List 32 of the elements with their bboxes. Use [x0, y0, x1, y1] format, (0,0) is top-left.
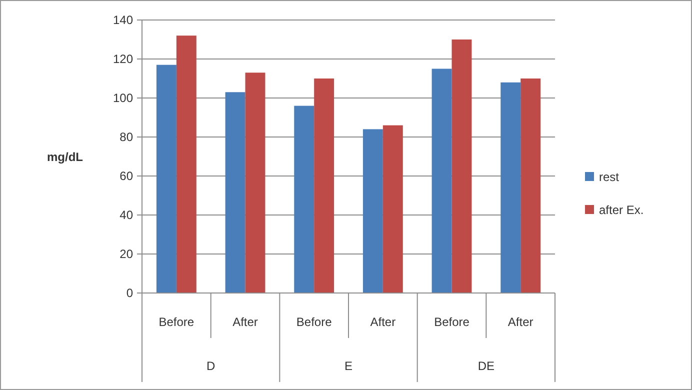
- x-tick-label: Before: [158, 315, 194, 330]
- y-tick-label: 140: [112, 13, 134, 28]
- y-tick-label: 80: [120, 130, 134, 144]
- y-tick-label: 120: [112, 52, 134, 66]
- text: DE: [478, 359, 495, 374]
- bar: [500, 82, 521, 293]
- x-tick-label: After: [232, 315, 258, 330]
- bar: [294, 106, 314, 293]
- y-tick-label: 60: [120, 169, 134, 184]
- y-tick-label: 100: [112, 91, 134, 106]
- text: D: [206, 359, 216, 374]
- bar: [156, 64, 176, 293]
- bar: [452, 40, 472, 293]
- bar: [225, 92, 246, 293]
- bar: [314, 78, 334, 293]
- y-tick-label: 20: [120, 247, 134, 262]
- y-axis-title: mg/dL: [47, 150, 83, 164]
- x-tick-label: After: [370, 315, 396, 330]
- bar: [176, 36, 196, 293]
- bar: [362, 129, 383, 293]
- x-tick-label: Before: [434, 315, 470, 330]
- y-tick-label: 0: [126, 286, 134, 300]
- bar: [382, 125, 403, 293]
- text: E: [344, 359, 353, 374]
- x-tick-label: Before: [296, 315, 332, 330]
- bar: [432, 68, 452, 293]
- legend-label: after Ex.: [599, 203, 644, 218]
- legend-label: rest: [599, 170, 620, 184]
- x-tick-label: After: [508, 315, 534, 330]
- bar: [520, 78, 541, 293]
- bar: [245, 72, 266, 293]
- y-tick-label: 40: [120, 208, 134, 222]
